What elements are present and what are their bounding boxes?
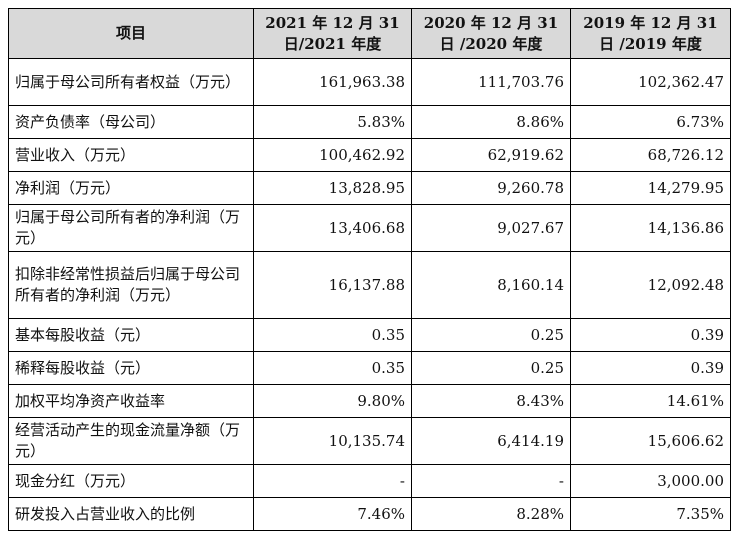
row-label: 经营活动产生的现金流量净额（万元） [8,417,254,465]
cell-2020: 62,919.62 [411,138,571,172]
financial-table-container: 项目 2021 年 12 月 31 日/2021 年度 2020 年 12 月 … [8,8,731,531]
cell-2021: 10,135.74 [253,417,412,465]
row-label: 归属于母公司所有者权益（万元） [8,58,254,106]
table-row: 归属于母公司所有者的净利润（万元） 13,406.68 9,027.67 14,… [8,204,731,252]
table-row: 稀释每股收益（元） 0.35 0.25 0.39 [8,351,731,385]
row-label: 加权平均净资产收益率 [8,384,254,418]
cell-2019: 14.61% [570,384,731,418]
cell-2019: 0.39 [570,351,731,385]
cell-2021: - [253,464,412,498]
cell-2021: 13,828.95 [253,171,412,205]
cell-2020: 9,260.78 [411,171,571,205]
cell-2019: 102,362.47 [570,58,731,106]
row-label: 资产负债率（母公司） [8,105,254,139]
row-label: 稀释每股收益（元） [8,351,254,385]
cell-2019: 7.35% [570,497,731,531]
cell-2020: 8.86% [411,105,571,139]
cell-2019: 6.73% [570,105,731,139]
header-2020: 2020 年 12 月 31 日 /2020 年度 [411,8,571,59]
cell-2021: 5.83% [253,105,412,139]
table-row: 经营活动产生的现金流量净额（万元） 10,135.74 6,414.19 15,… [8,417,731,465]
cell-2021: 0.35 [253,318,412,352]
table-row: 基本每股收益（元） 0.35 0.25 0.39 [8,318,731,352]
table-row: 现金分红（万元） - - 3,000.00 [8,464,731,498]
header-2019: 2019 年 12 月 31 日 /2019 年度 [570,8,731,59]
cell-2020: 111,703.76 [411,58,571,106]
cell-2020: 8,160.14 [411,251,571,319]
cell-2021: 7.46% [253,497,412,531]
row-label: 营业收入（万元） [8,138,254,172]
cell-2019: 15,606.62 [570,417,731,465]
cell-2019: 12,092.48 [570,251,731,319]
table-row: 扣除非经常性损益后归属于母公司所有者的净利润（万元） 16,137.88 8,1… [8,251,731,319]
financial-indicators-table: 项目 2021 年 12 月 31 日/2021 年度 2020 年 12 月 … [8,8,731,531]
cell-2020: - [411,464,571,498]
cell-2021: 13,406.68 [253,204,412,252]
cell-2020: 9,027.67 [411,204,571,252]
cell-2020: 8.43% [411,384,571,418]
cell-2019: 3,000.00 [570,464,731,498]
row-label: 扣除非经常性损益后归属于母公司所有者的净利润（万元） [8,251,254,319]
row-label: 净利润（万元） [8,171,254,205]
cell-2020: 0.25 [411,351,571,385]
table-row: 研发投入占营业收入的比例 7.46% 8.28% 7.35% [8,497,731,531]
cell-2020: 6,414.19 [411,417,571,465]
table-row: 归属于母公司所有者权益（万元） 161,963.38 111,703.76 10… [8,58,731,106]
cell-2021: 161,963.38 [253,58,412,106]
cell-2021: 100,462.92 [253,138,412,172]
cell-2021: 0.35 [253,351,412,385]
cell-2020: 8.28% [411,497,571,531]
table-row: 资产负债率（母公司） 5.83% 8.86% 6.73% [8,105,731,139]
row-label: 现金分红（万元） [8,464,254,498]
cell-2021: 9.80% [253,384,412,418]
cell-2019: 14,279.95 [570,171,731,205]
cell-2020: 0.25 [411,318,571,352]
table-row: 加权平均净资产收益率 9.80% 8.43% 14.61% [8,384,731,418]
cell-2019: 14,136.86 [570,204,731,252]
header-2021: 2021 年 12 月 31 日/2021 年度 [253,8,412,59]
table-row: 净利润（万元） 13,828.95 9,260.78 14,279.95 [8,171,731,205]
row-label: 归属于母公司所有者的净利润（万元） [8,204,254,252]
row-label: 研发投入占营业收入的比例 [8,497,254,531]
table-row: 营业收入（万元） 100,462.92 62,919.62 68,726.12 [8,138,731,172]
cell-2021: 16,137.88 [253,251,412,319]
table-header-row: 项目 2021 年 12 月 31 日/2021 年度 2020 年 12 月 … [8,8,731,59]
cell-2019: 68,726.12 [570,138,731,172]
row-label: 基本每股收益（元） [8,318,254,352]
header-item: 项目 [8,8,254,59]
cell-2019: 0.39 [570,318,731,352]
